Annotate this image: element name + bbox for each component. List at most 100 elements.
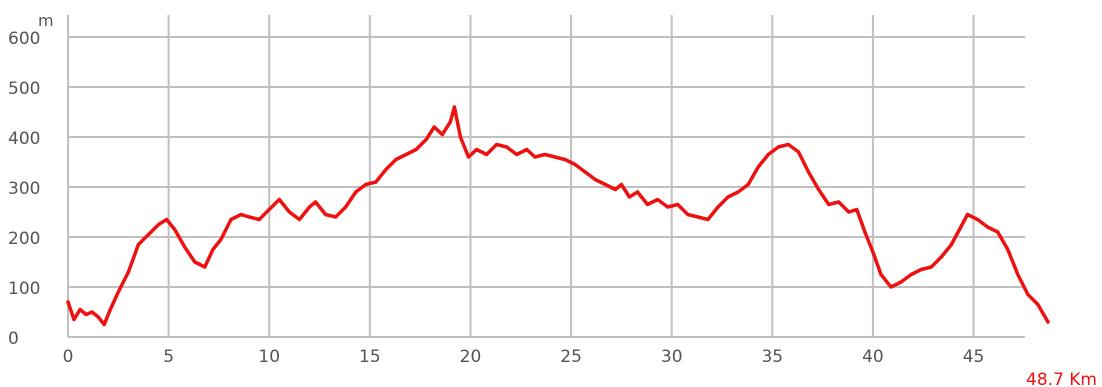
elevation-point xyxy=(90,310,94,314)
elevation-point xyxy=(219,237,223,242)
elevation-point xyxy=(505,145,509,149)
y-tick-label: 400 xyxy=(8,129,40,149)
elevation-point xyxy=(533,155,537,159)
elevation-point xyxy=(543,152,547,157)
elevation-point xyxy=(323,212,328,217)
elevation-point xyxy=(108,307,112,312)
elevation-point xyxy=(816,187,821,192)
elevation-point xyxy=(239,212,243,217)
elevation-point xyxy=(656,197,660,202)
elevation-point xyxy=(613,187,617,192)
elevation-point xyxy=(334,215,338,219)
elevation-point xyxy=(706,217,710,222)
elevation-point xyxy=(827,202,831,207)
elevation-point xyxy=(573,162,577,167)
elevation-point xyxy=(696,215,700,219)
elevation-point xyxy=(404,152,408,157)
elevation-point xyxy=(72,317,76,322)
elevation-point xyxy=(156,222,161,227)
elevation-point xyxy=(847,210,851,214)
x-tick-label: 35 xyxy=(761,347,783,367)
elevation-point xyxy=(666,205,670,209)
elevation-point xyxy=(344,205,348,209)
x-tick-label: 5 xyxy=(163,347,174,367)
elevation-point xyxy=(716,205,720,209)
elevation-point xyxy=(837,200,841,204)
elevation-point xyxy=(635,190,640,194)
elevation-point xyxy=(619,182,623,187)
elevation-point xyxy=(247,215,251,219)
elevation-point xyxy=(949,242,954,247)
elevation-point xyxy=(583,170,587,174)
elevation-point xyxy=(452,105,456,109)
elevation-point xyxy=(394,157,398,162)
elevation-point xyxy=(424,137,428,142)
x-tick-label: 10 xyxy=(258,347,280,367)
elevation-point xyxy=(676,202,680,207)
x-tick-label: 45 xyxy=(963,347,985,367)
elevation-point xyxy=(515,152,519,157)
elevation-point xyxy=(484,152,489,157)
elevation-point xyxy=(466,155,471,159)
elevation-point xyxy=(957,227,962,232)
elevation-point xyxy=(919,267,923,272)
elevation-point xyxy=(364,182,368,187)
elevation-point xyxy=(448,120,452,124)
x-tick-label: 40 xyxy=(862,347,884,367)
elevation-profile-line xyxy=(66,105,1050,327)
elevation-point xyxy=(165,217,169,222)
elevation-point xyxy=(756,165,760,169)
elevation-point xyxy=(863,230,867,234)
elevation-point xyxy=(879,272,883,277)
y-tick-label: 200 xyxy=(8,229,40,249)
elevation-point xyxy=(440,132,444,137)
elevation-point xyxy=(627,195,632,199)
elevation-point xyxy=(1016,272,1020,277)
elevation-point xyxy=(563,157,567,162)
y-axis-label: m xyxy=(38,11,54,30)
elevation-point xyxy=(1036,302,1040,307)
elevation-point xyxy=(277,197,281,202)
elevation-point xyxy=(786,142,791,147)
elevation-point xyxy=(525,147,529,152)
elevation-point xyxy=(116,290,120,294)
elevation-point xyxy=(939,255,943,259)
elevation-point xyxy=(458,135,463,139)
elevation-point xyxy=(986,225,990,229)
elevation-point xyxy=(96,315,100,319)
elevation-point xyxy=(313,200,318,204)
elevation-point xyxy=(796,150,801,154)
data-points xyxy=(66,105,1050,327)
y-tick-label: 300 xyxy=(8,179,40,199)
elevation-point xyxy=(806,170,811,174)
elevation-point xyxy=(593,177,597,182)
y-tick-label: 600 xyxy=(8,29,40,49)
elevation-point xyxy=(553,155,557,159)
elevation-point xyxy=(414,147,418,152)
elevation-point xyxy=(871,250,875,254)
y-tick-label: 100 xyxy=(8,279,40,299)
elevation-point xyxy=(193,260,197,264)
y-tick-label: 500 xyxy=(8,79,40,99)
elevation-point xyxy=(1006,247,1010,252)
elevation-point xyxy=(965,212,970,217)
elevation-point xyxy=(211,247,215,252)
elevation-point xyxy=(146,232,151,237)
elevation-point xyxy=(495,142,499,147)
elevation-point xyxy=(354,190,358,194)
elevation-point xyxy=(929,265,933,269)
elevation-point xyxy=(287,210,291,214)
elevation-point xyxy=(899,280,903,284)
elevation-point xyxy=(1046,320,1050,324)
elevation-point xyxy=(384,167,388,172)
tick-labels: 0 100 200 300 400 500 600 0 5 10 15 20 25 30 35 40 45 xyxy=(8,29,984,367)
elevation-point xyxy=(257,217,261,222)
elevation-point xyxy=(126,270,130,274)
elevation-point xyxy=(603,182,607,187)
elevation-point xyxy=(203,265,207,269)
elevation-point xyxy=(307,205,312,209)
total-distance-label: 48.7 Km xyxy=(1026,370,1097,387)
grid xyxy=(67,15,1025,338)
elevation-point xyxy=(645,202,650,207)
x-tick-label: 15 xyxy=(359,347,381,367)
